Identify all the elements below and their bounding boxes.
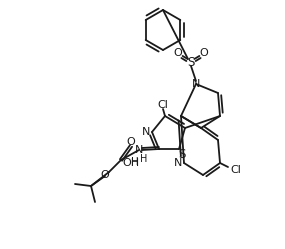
Text: S: S (187, 56, 195, 68)
Text: O: O (127, 137, 135, 147)
Text: Cl: Cl (158, 100, 168, 110)
Text: N: N (142, 127, 150, 137)
Text: S: S (178, 147, 186, 161)
Text: N: N (192, 79, 200, 89)
Text: OH: OH (123, 158, 140, 168)
Text: N: N (135, 145, 143, 155)
Text: O: O (200, 48, 208, 58)
Text: Cl: Cl (231, 165, 241, 175)
Text: H: H (140, 154, 148, 164)
Text: N: N (174, 158, 182, 168)
Text: H: H (131, 157, 139, 167)
Text: O: O (174, 48, 182, 58)
Text: O: O (101, 170, 109, 180)
